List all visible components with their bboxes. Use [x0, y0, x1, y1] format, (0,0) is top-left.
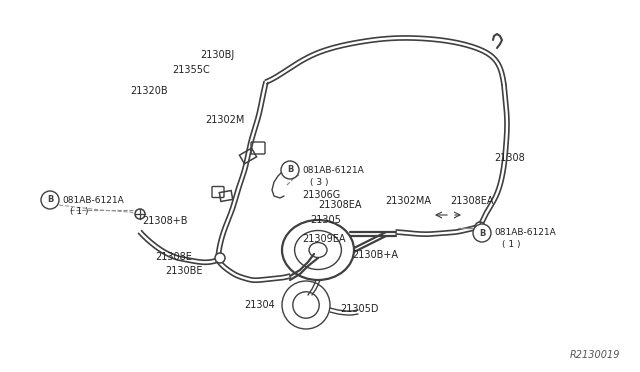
- Text: 081AB-6121A: 081AB-6121A: [62, 196, 124, 205]
- Text: 2130BE: 2130BE: [165, 266, 202, 276]
- Text: 21305: 21305: [310, 215, 341, 225]
- Text: R2130019: R2130019: [570, 350, 620, 360]
- Circle shape: [473, 224, 491, 242]
- Text: ( 3 ): ( 3 ): [310, 178, 328, 187]
- Text: ( 1 ): ( 1 ): [70, 207, 88, 216]
- Text: 21305D: 21305D: [340, 304, 378, 314]
- Text: 21308EA: 21308EA: [318, 200, 362, 210]
- Text: 21302M: 21302M: [205, 115, 244, 125]
- Circle shape: [135, 209, 145, 219]
- Bar: [220, 190, 233, 202]
- Text: 21355C: 21355C: [172, 65, 210, 75]
- Text: ( 1 ): ( 1 ): [502, 240, 520, 249]
- Circle shape: [475, 222, 485, 232]
- Text: 21308: 21308: [494, 153, 525, 163]
- Text: B: B: [479, 228, 485, 237]
- Text: B: B: [47, 196, 53, 205]
- Text: 21320B: 21320B: [130, 86, 168, 96]
- Bar: [239, 148, 257, 164]
- Circle shape: [41, 191, 59, 209]
- Text: 081AB-6121A: 081AB-6121A: [494, 228, 556, 237]
- Circle shape: [215, 253, 225, 263]
- Text: 21308EA: 21308EA: [450, 196, 493, 206]
- Text: 21308+B: 21308+B: [142, 216, 188, 226]
- Text: 21306G: 21306G: [302, 190, 340, 200]
- Circle shape: [281, 161, 299, 179]
- Text: 21308E: 21308E: [155, 252, 192, 262]
- Text: 21309EA: 21309EA: [302, 234, 346, 244]
- Text: 21302MA: 21302MA: [385, 196, 431, 206]
- Text: B: B: [287, 166, 293, 174]
- Text: 081AB-6121A: 081AB-6121A: [302, 166, 364, 175]
- Text: 2130BJ: 2130BJ: [200, 50, 234, 60]
- Text: 2130B+A: 2130B+A: [352, 250, 398, 260]
- Text: 21304: 21304: [244, 300, 275, 310]
